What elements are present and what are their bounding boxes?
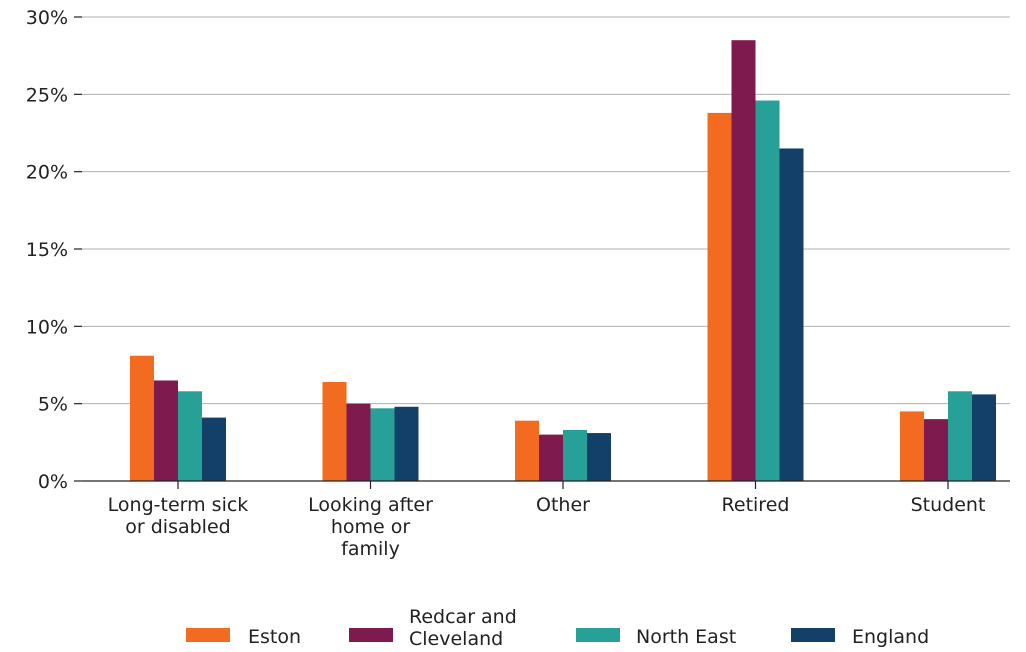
legend: Eston Redcar and Cleveland North East Englan… xyxy=(186,606,929,650)
bar-3-2 xyxy=(370,408,395,481)
x-tick-label: Looking after home or family xyxy=(308,494,433,560)
legend-swatch-2 xyxy=(349,628,393,642)
y-tick-label: 25% xyxy=(26,84,68,106)
bar-3-5 xyxy=(948,391,972,481)
legend-swatch-3 xyxy=(576,628,620,642)
legend-label-3: North East xyxy=(636,626,736,648)
bar-2-1 xyxy=(154,380,178,481)
y-tick-label: 30% xyxy=(26,7,68,29)
y-tick-label: 10% xyxy=(26,316,68,338)
legend-label-2: Redcar and Cleveland xyxy=(409,606,517,650)
x-tick-label: Long-term sick or disabled xyxy=(108,494,249,538)
y-tick-label: 5% xyxy=(38,394,68,416)
bar-4-3 xyxy=(587,433,611,481)
bar-1-4 xyxy=(707,112,732,481)
bar-4-4 xyxy=(779,148,804,481)
bar-2-2 xyxy=(346,403,371,481)
legend-label-4: England xyxy=(852,626,929,648)
bar-3-3 xyxy=(563,429,587,481)
y-axis: 0% 5% 10% 15% 20% 25% 30% xyxy=(26,7,82,493)
bar-1-1 xyxy=(130,355,154,481)
bar-4-2 xyxy=(394,406,419,481)
y-tick-label: 15% xyxy=(26,239,68,261)
x-tick-label: Other xyxy=(536,494,590,516)
bar-3-4 xyxy=(755,100,780,482)
y-tick-label: 20% xyxy=(26,162,68,184)
bars xyxy=(130,40,996,482)
x-tick-label: Retired xyxy=(722,494,790,516)
x-axis: Long-term sick or disabled Looking after ho… xyxy=(82,480,1010,560)
bar-2-5 xyxy=(924,419,948,481)
bar-2-3 xyxy=(539,434,563,481)
bar-4-1 xyxy=(202,417,226,481)
bar-2-4 xyxy=(731,40,756,481)
y-tick-label: 0% xyxy=(38,471,68,493)
legend-label-1: Eston xyxy=(248,626,301,648)
bar-1-5 xyxy=(900,411,924,481)
bar-4-5 xyxy=(972,394,996,481)
bar-3-1 xyxy=(178,391,202,481)
x-tick-label: Student xyxy=(911,494,986,516)
bar-1-3 xyxy=(515,420,539,481)
gridlines xyxy=(82,16,1010,405)
legend-swatch-4 xyxy=(791,628,835,642)
bar-1-2 xyxy=(322,382,347,481)
legend-swatch-1 xyxy=(186,628,230,642)
